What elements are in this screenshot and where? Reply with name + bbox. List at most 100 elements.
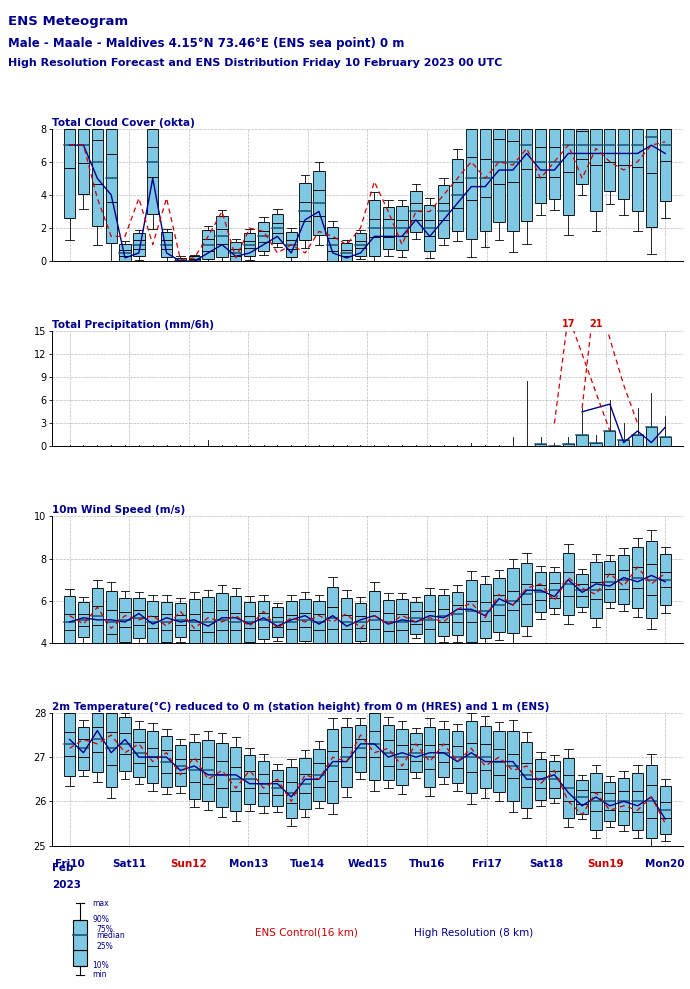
Bar xyxy=(396,236,408,250)
Bar xyxy=(411,734,422,744)
Bar xyxy=(244,788,255,804)
Bar xyxy=(424,629,435,643)
Bar xyxy=(313,763,324,787)
Bar xyxy=(411,191,422,204)
Bar xyxy=(230,791,241,811)
Bar xyxy=(368,731,380,757)
Bar xyxy=(258,241,269,251)
Bar xyxy=(78,740,89,758)
Bar xyxy=(576,780,588,790)
Bar xyxy=(438,595,449,609)
Bar xyxy=(618,129,629,165)
Bar xyxy=(147,177,159,214)
Bar xyxy=(549,770,560,788)
Bar xyxy=(175,773,186,786)
Bar xyxy=(272,795,283,806)
Bar xyxy=(161,772,172,787)
Bar xyxy=(368,200,380,220)
Text: Feb: Feb xyxy=(52,863,73,873)
Bar xyxy=(382,207,394,220)
Bar xyxy=(188,256,200,259)
Bar xyxy=(202,740,214,757)
Bar xyxy=(646,129,657,173)
Bar xyxy=(424,727,435,745)
Bar xyxy=(175,746,186,759)
Bar xyxy=(660,573,671,586)
Bar xyxy=(535,759,546,770)
Bar xyxy=(286,782,297,803)
Text: Mon13: Mon13 xyxy=(228,859,268,869)
Bar xyxy=(368,629,380,643)
Bar xyxy=(507,129,518,141)
Bar xyxy=(78,626,89,638)
Bar xyxy=(535,146,546,177)
Text: 10m Wind Speed (m/s): 10m Wind Speed (m/s) xyxy=(52,505,185,515)
Bar xyxy=(396,768,408,785)
Bar xyxy=(147,628,159,643)
Bar xyxy=(244,602,255,616)
Bar xyxy=(327,751,339,781)
Bar xyxy=(493,615,504,632)
Bar xyxy=(535,444,546,446)
Bar xyxy=(188,599,200,614)
Bar xyxy=(272,781,283,795)
Bar xyxy=(202,238,214,250)
Bar xyxy=(493,129,504,139)
Bar xyxy=(230,747,241,767)
Bar xyxy=(438,729,449,744)
Bar xyxy=(244,241,255,248)
Bar xyxy=(466,743,477,771)
Bar xyxy=(175,625,186,637)
Bar xyxy=(258,222,269,231)
Bar xyxy=(258,761,269,774)
Bar xyxy=(286,629,297,643)
Bar xyxy=(452,768,463,783)
Bar xyxy=(452,605,463,622)
Bar xyxy=(286,232,297,240)
Bar xyxy=(382,220,394,237)
Bar xyxy=(286,803,297,818)
Bar xyxy=(466,157,477,200)
Bar xyxy=(78,129,89,163)
Bar xyxy=(604,782,615,793)
Bar xyxy=(327,629,339,643)
Bar xyxy=(646,427,657,446)
Bar xyxy=(632,790,643,812)
Bar xyxy=(562,444,574,446)
Bar xyxy=(92,129,103,139)
Bar xyxy=(272,214,283,224)
Bar xyxy=(632,568,643,587)
Bar xyxy=(438,203,449,220)
Bar xyxy=(133,240,144,249)
Bar xyxy=(106,732,117,764)
Text: ENS Meteogram: ENS Meteogram xyxy=(8,15,128,28)
Bar xyxy=(230,613,241,630)
Bar xyxy=(591,811,602,830)
Bar xyxy=(258,231,269,241)
Bar xyxy=(341,597,353,615)
Bar xyxy=(549,583,560,597)
Bar xyxy=(355,628,366,641)
Bar xyxy=(175,260,186,261)
Text: Tue14: Tue14 xyxy=(290,859,326,869)
Bar xyxy=(368,713,380,731)
Bar xyxy=(549,572,560,583)
Bar xyxy=(161,614,172,630)
Bar xyxy=(493,774,504,792)
Bar xyxy=(313,630,324,643)
Bar xyxy=(133,742,144,764)
Bar xyxy=(106,591,117,610)
Bar xyxy=(272,607,283,617)
Bar xyxy=(480,601,491,621)
Bar xyxy=(521,604,533,626)
Bar xyxy=(562,573,574,595)
Text: min: min xyxy=(92,970,107,979)
Bar xyxy=(202,784,214,801)
Bar xyxy=(119,717,130,734)
Bar xyxy=(466,771,477,793)
Bar xyxy=(660,555,671,573)
Bar xyxy=(188,259,200,261)
Bar xyxy=(78,602,89,613)
Bar xyxy=(161,232,172,240)
Bar xyxy=(549,146,560,177)
